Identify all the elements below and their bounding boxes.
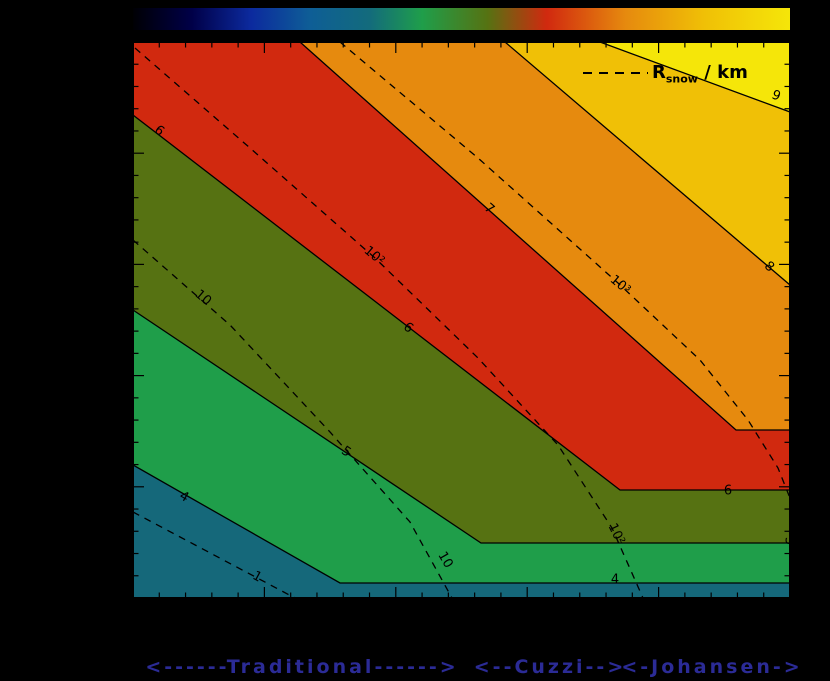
contour-label-solid-6: 6 (724, 484, 732, 499)
solid-contour-4 (133, 464, 790, 584)
solid-contour-8 (504, 42, 790, 286)
dashed-snowline-contour-10³ (339, 42, 790, 499)
regime-label-johansen: <-Johansen-> (621, 656, 803, 678)
legend-symbol-main: R (652, 62, 666, 83)
plot-border (132, 41, 791, 599)
contour-label-dashed-10: 10 (434, 549, 455, 571)
legend-units: / km (697, 62, 748, 83)
regime-label-cuzzi: <--Cuzzi--> (473, 656, 627, 678)
dashed-snowline-contour-1 (133, 511, 296, 598)
colorbar (133, 8, 790, 30)
legend-symbol-sub: snow (665, 72, 698, 86)
solid-contour-9 (599, 42, 790, 113)
solid-contour-5 (133, 309, 790, 544)
dashed-snowline-contour-10² (134, 47, 644, 598)
dashed-snowline-contour-10 (133, 239, 453, 598)
plot-area (133, 42, 790, 598)
solid-contour-6 (133, 114, 790, 491)
snowline-legend: Rsnow / km (652, 62, 748, 86)
solid-contour-7 (299, 42, 790, 431)
regime-label-traditional: <------Traditional------> (145, 656, 459, 678)
contour-label-solid-5: 5 (782, 537, 797, 545)
contour-label-solid-4: 4 (611, 573, 619, 588)
